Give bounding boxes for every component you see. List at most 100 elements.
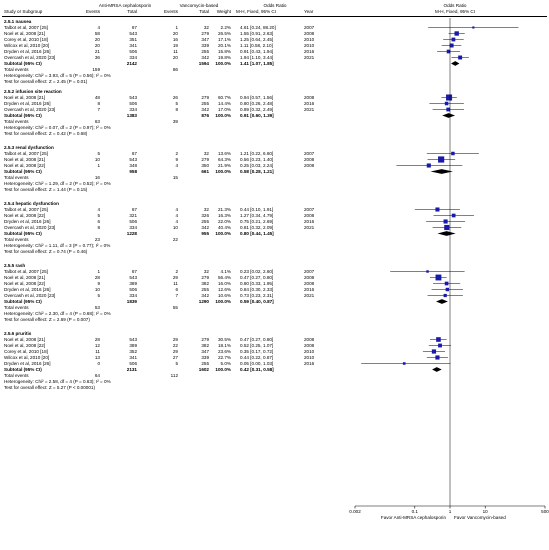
group1-events: 48	[94, 94, 100, 100]
group2-events: 9	[175, 156, 178, 162]
subtotal-weight: 100.0%	[215, 230, 231, 236]
study-name: Noel et al, 2008 [22]	[4, 280, 46, 286]
study-weight: 21.3%	[217, 206, 231, 212]
group1-events: 8	[97, 224, 100, 230]
subtotal-diamond	[432, 367, 442, 372]
subtotal-label: Subtotal (95% CI)	[4, 168, 42, 174]
x-tick-label: 0.002	[349, 509, 361, 514]
study-marker	[426, 270, 429, 273]
group1-events: 58	[94, 30, 100, 36]
overall-effect-text: Test for overall effect: Z = 2.69 (P = 0…	[4, 316, 90, 322]
group1-total: 543	[129, 94, 137, 100]
subtotal-label: Subtotal (95% CI)	[4, 60, 42, 66]
group1-total: 334	[129, 292, 137, 298]
study-marker	[443, 219, 448, 224]
study-year: 2007	[304, 268, 315, 274]
study-year: 2021	[304, 224, 315, 230]
group1-events: 11	[95, 348, 100, 354]
study-year: 2007	[304, 24, 315, 30]
group1-header: Anti-MRSA cephalosporin	[98, 3, 152, 8]
overall-effect-text: Test for overall effect: Z = 2.45 (P = 0…	[4, 78, 88, 84]
study-weight: 22.7%	[217, 354, 231, 360]
study-odds-ratio-ci: 0.75 [0.21, 2.69]	[240, 218, 274, 224]
group2-events: 2	[175, 150, 178, 156]
study-year: 2021	[304, 106, 315, 112]
total-events-label: Total events	[4, 236, 29, 242]
total-events-group1: 23	[94, 236, 100, 242]
group2-total: 255	[201, 218, 209, 224]
study-name: Dryden et al, 2016 [26]	[4, 286, 51, 292]
study-weight: 21.9%	[217, 162, 231, 168]
study-marker	[436, 337, 441, 342]
group2-events: 11	[173, 280, 178, 286]
study-weight: 17.0%	[217, 106, 231, 112]
overall-effect-text: Test for overall effect: Z = 5.27 (P < 0…	[4, 384, 95, 390]
subtotal-group1-total: 958	[129, 168, 137, 174]
subtotal-group1-total: 2131	[126, 366, 137, 372]
study-weight: 30.5%	[217, 336, 231, 342]
subtotal-label: Subtotal (95% CI)	[4, 366, 42, 372]
group2-events: 29	[172, 274, 178, 280]
group2-events: 19	[172, 42, 178, 48]
study-name: Noel et al, 2008 [22]	[4, 342, 46, 348]
study-marker	[426, 163, 431, 168]
overall-effect-text: Test for overall effect: Z = 0.74 (P = 0…	[4, 248, 88, 254]
study-marker	[435, 207, 440, 212]
total-events-label: Total events	[4, 304, 29, 310]
group1-total: 351	[129, 36, 137, 42]
group2-events-header: Events	[163, 9, 178, 14]
subtotal-diamond	[442, 113, 456, 118]
study-name: Dryden et al, 2016 [26]	[4, 218, 51, 224]
group2-header: Vancomycin-based	[179, 3, 219, 8]
total-events-group2: 39	[172, 118, 178, 124]
group2-events: 16	[172, 36, 178, 42]
study-weight: 16.0%	[217, 280, 231, 286]
subtotal-diamond	[451, 61, 460, 66]
study-odds-ratio-ci: 0.89 [0.32, 2.49]	[240, 106, 274, 112]
subgroup-title: 2.5.4 hepatic dysfunction	[4, 200, 59, 206]
group1-events: 36	[94, 54, 100, 60]
study-marker	[444, 281, 449, 286]
study-odds-ratio-ci: 0.94 [0.57, 1.56]	[240, 94, 274, 100]
study-year: 2008	[304, 30, 315, 36]
group2-total: 342	[201, 106, 209, 112]
study-year: 2010	[304, 348, 315, 354]
subtotal-odds-ratio-ci: 0.80 [0.44, 1.45]	[240, 230, 274, 236]
study-name: Dryden et al, 2016 [26]	[4, 100, 51, 106]
study-name: Overcash et al, 2020 [23]	[4, 292, 56, 298]
group2-total: 32	[203, 24, 209, 30]
group2-total: 342	[201, 292, 209, 298]
subtotal-group2-total: 1602	[198, 366, 209, 372]
study-year: 2008	[304, 94, 315, 100]
group2-total: 255	[201, 48, 209, 54]
study-name: Talbot et al, 2007 [25]	[4, 24, 48, 30]
group1-events: 13	[94, 354, 100, 360]
group1-total: 67	[131, 206, 137, 212]
study-weight: 15.8%	[217, 48, 231, 54]
group2-total: 32	[203, 150, 209, 156]
study-name: Talbot et al, 2007 [25]	[4, 268, 48, 274]
study-year: 2007	[304, 206, 315, 212]
study-weight: 18.1%	[217, 342, 231, 348]
group2-events: 20	[172, 30, 178, 36]
group2-events: 20	[172, 54, 178, 60]
study-year: 2008	[304, 274, 315, 280]
study-odds-ratio-ci: 0.84 [0.30, 2.33]	[240, 286, 274, 292]
group2-total: 347	[201, 348, 209, 354]
study-odds-ratio-ci: 0.52 [0.25, 1.07]	[240, 342, 274, 348]
group1-total: 334	[129, 54, 137, 60]
subgroup-title: 2.5.1 nausea	[4, 18, 32, 24]
total-events-label: Total events	[4, 372, 29, 378]
subtotal-odds-ratio-ci: 1.41 [1.07, 1.85]	[240, 60, 274, 66]
group2-events: 4	[175, 162, 178, 168]
study-weight: 16.3%	[217, 212, 231, 218]
group1-events: 4	[97, 24, 100, 30]
group1-events: 20	[94, 36, 100, 42]
subtotal-group2-total: 1290	[198, 298, 209, 304]
study-marker	[454, 31, 459, 36]
favors-left-label: Favor Anti-MRSA cephalosporin	[380, 515, 446, 520]
study-name: Corey et al, 2010 [18]	[4, 36, 48, 42]
study-odds-ratio-ci: 0.23 [0.02, 2.60]	[240, 268, 274, 274]
subtotal-group1-total: 1383	[126, 112, 137, 118]
group1-total: 543	[129, 30, 137, 36]
